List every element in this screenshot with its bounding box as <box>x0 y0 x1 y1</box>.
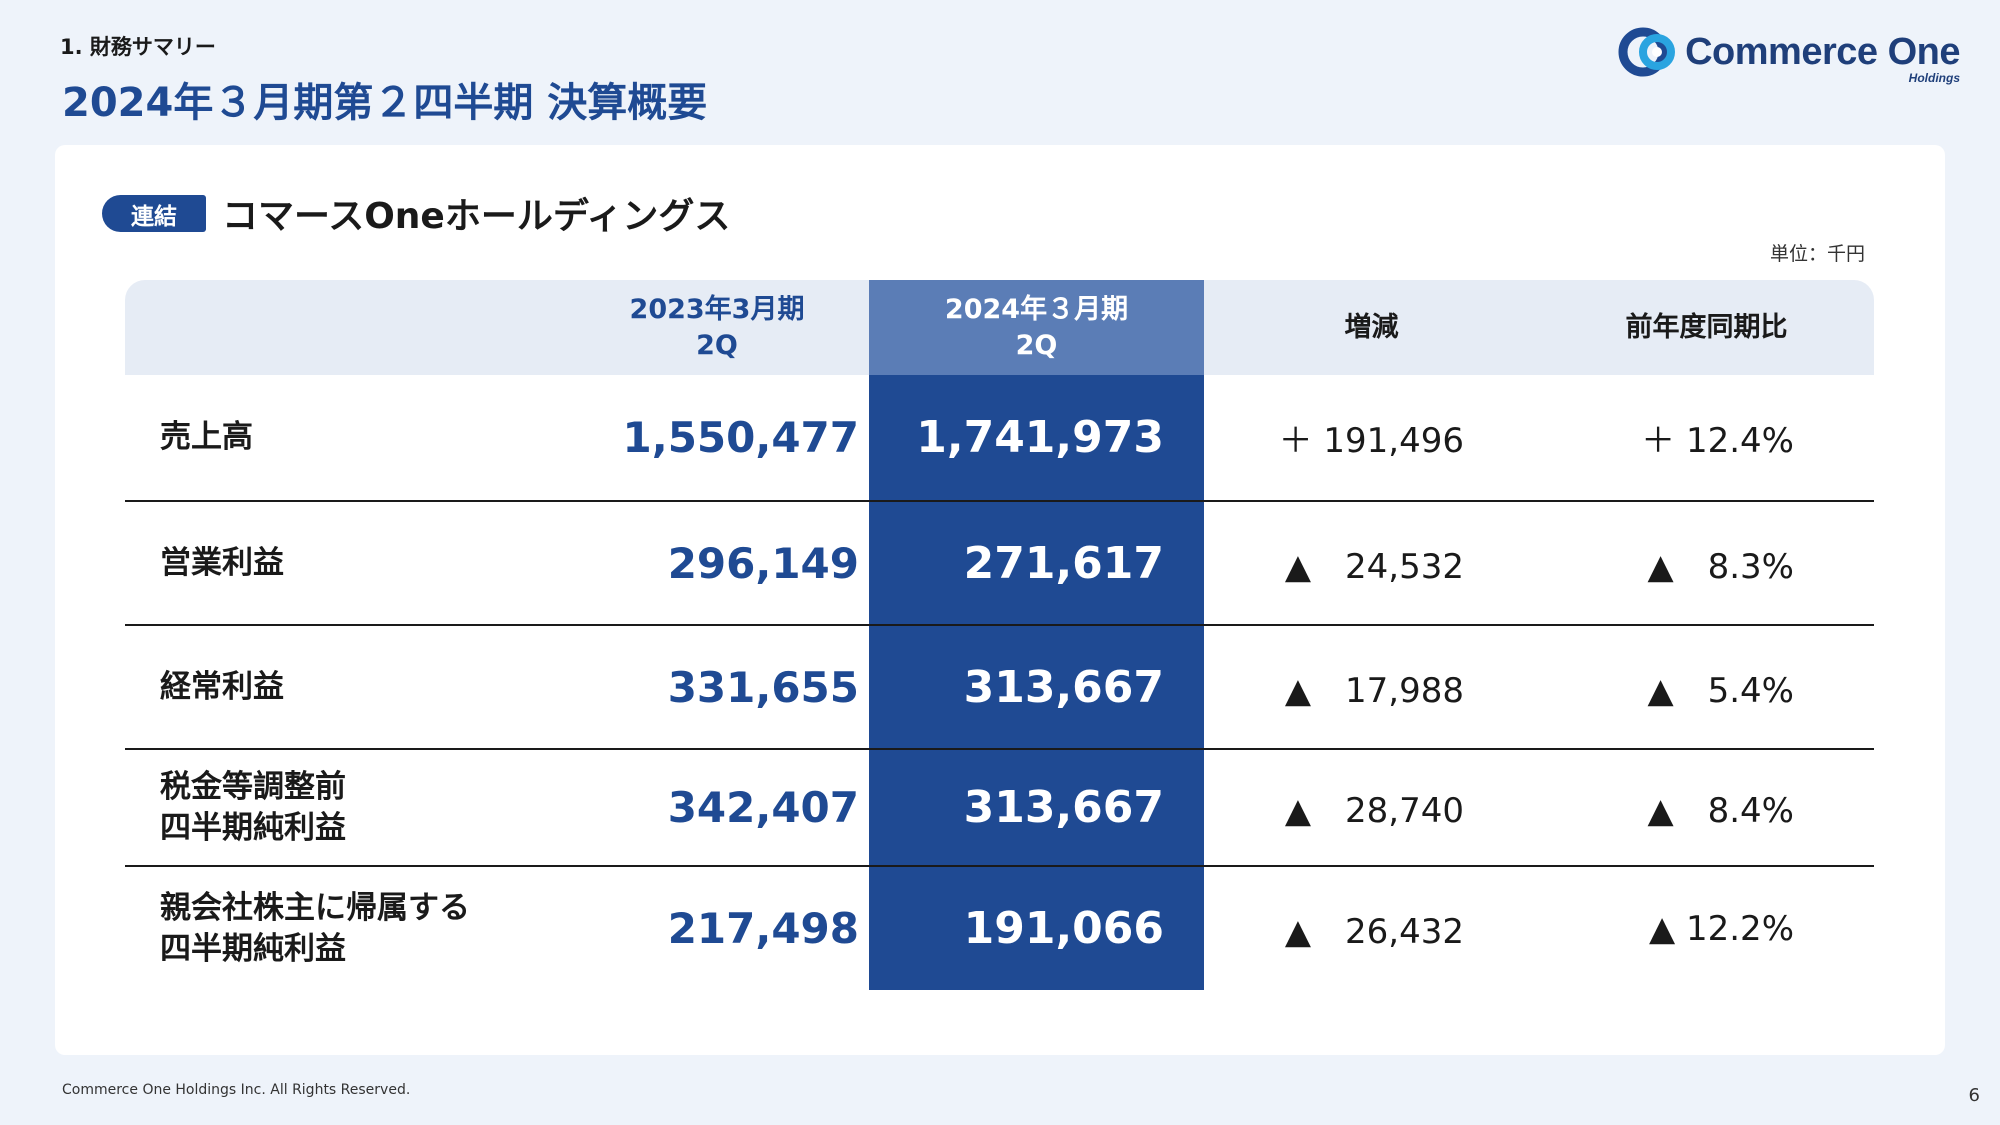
change-value: ▲ 24,532 <box>1284 546 1464 587</box>
row-label-line: 経常利益 <box>160 668 284 705</box>
row-label: 税金等調整前 四半期純利益 <box>125 750 565 865</box>
header-prev-line1: 2023年3月期 <box>629 294 805 326</box>
financial-table: 2023年3月期 2Q 2024年３月期 2Q 増減 前年度同期比 売上高 1,… <box>125 280 1874 990</box>
header-prev-period: 2023年3月期 2Q <box>565 280 869 375</box>
row-label-line: 税金等調整前 <box>160 769 346 806</box>
ratio-value: ▲ 12.2% <box>1649 908 1794 949</box>
prev-value: 331,655 <box>667 662 859 712</box>
ratio-value: ▲ 5.4% <box>1647 670 1794 711</box>
consolidated-tag: 連結 <box>102 195 206 232</box>
ratio-value: ▲ 8.4% <box>1647 791 1794 831</box>
change-value: ＋ 191,496 <box>1278 421 1464 461</box>
change-value: ▲ 17,988 <box>1284 670 1464 711</box>
row-label: 売上高 <box>125 375 565 500</box>
ratio-value: ＋ 12.4% <box>1641 421 1794 461</box>
table-header: 2023年3月期 2Q 2024年３月期 2Q 増減 前年度同期比 <box>125 280 1874 375</box>
header-cur-line1: 2024年３月期 <box>944 294 1129 326</box>
current-value: 313,667 <box>869 750 1204 865</box>
current-value: 271,617 <box>869 502 1204 624</box>
company-heading: コマースOneホールディングス <box>222 196 731 237</box>
header-current-period: 2024年３月期 2Q <box>869 280 1204 375</box>
prev-value: 1,550,477 <box>622 413 859 462</box>
section-label: 1. 財務サマリー <box>60 35 216 59</box>
header-change: 増減 <box>1344 311 1399 343</box>
page-title: 2024年３月期第２四半期 決算概要 <box>62 80 708 126</box>
logo-mark-icon <box>1618 27 1676 77</box>
change-value: ▲ 28,740 <box>1284 791 1464 831</box>
table-row: 親会社株主に帰属する 四半期純利益 217,498 191,066 ▲ 26,4… <box>125 867 1874 990</box>
table-row: 経常利益 331,655 313,667 ▲ 17,988 ▲ 5.4% <box>125 626 1874 750</box>
page-number: 6 <box>1968 1085 1980 1106</box>
header-blank <box>125 280 565 375</box>
table-row: 税金等調整前 四半期純利益 342,407 313,667 ▲ 28,740 ▲… <box>125 750 1874 867</box>
logo-text: Commerce One <box>1685 30 1960 73</box>
table-row: 営業利益 296,149 271,617 ▲ 24,532 ▲ 8.3% <box>125 502 1874 626</box>
logo-subtext: Holdings <box>1908 70 1960 85</box>
summary-card: 連結 コマースOneホールディングス 単位：千円 2023年3月期 2Q 202… <box>55 145 1945 1055</box>
ratio-value: ▲ 8.3% <box>1647 546 1794 587</box>
row-label-line: 四半期純利益 <box>160 809 346 846</box>
change-value: ▲ 26,432 <box>1284 912 1464 952</box>
company-logo: Commerce One Holdings <box>1617 24 1960 85</box>
row-label: 親会社株主に帰属する 四半期純利益 <box>125 867 565 990</box>
row-label: 営業利益 <box>125 502 565 624</box>
current-value: 313,667 <box>869 626 1204 748</box>
header-prev-line2: 2Q <box>696 329 738 361</box>
current-value: 1,741,973 <box>869 375 1204 500</box>
prev-value: 217,498 <box>667 904 859 953</box>
prev-value: 296,149 <box>667 538 859 588</box>
header-yoy-ratio: 前年度同期比 <box>1625 311 1788 343</box>
row-label-line: 親会社株主に帰属する <box>160 890 470 927</box>
current-value: 191,066 <box>869 867 1204 990</box>
row-label-line: 売上高 <box>160 419 253 456</box>
row-label-line: 営業利益 <box>160 544 284 581</box>
table-row: 売上高 1,550,477 1,741,973 ＋ 191,496 ＋ 12.4… <box>125 375 1874 502</box>
row-label: 経常利益 <box>125 626 565 748</box>
header-cur-line2: 2Q <box>1015 329 1058 361</box>
copyright-footer: Commerce One Holdings Inc. All Rights Re… <box>62 1082 411 1098</box>
row-label-line: 四半期純利益 <box>160 930 346 967</box>
unit-label: 単位：千円 <box>1769 243 1865 265</box>
prev-value: 342,407 <box>667 783 859 832</box>
